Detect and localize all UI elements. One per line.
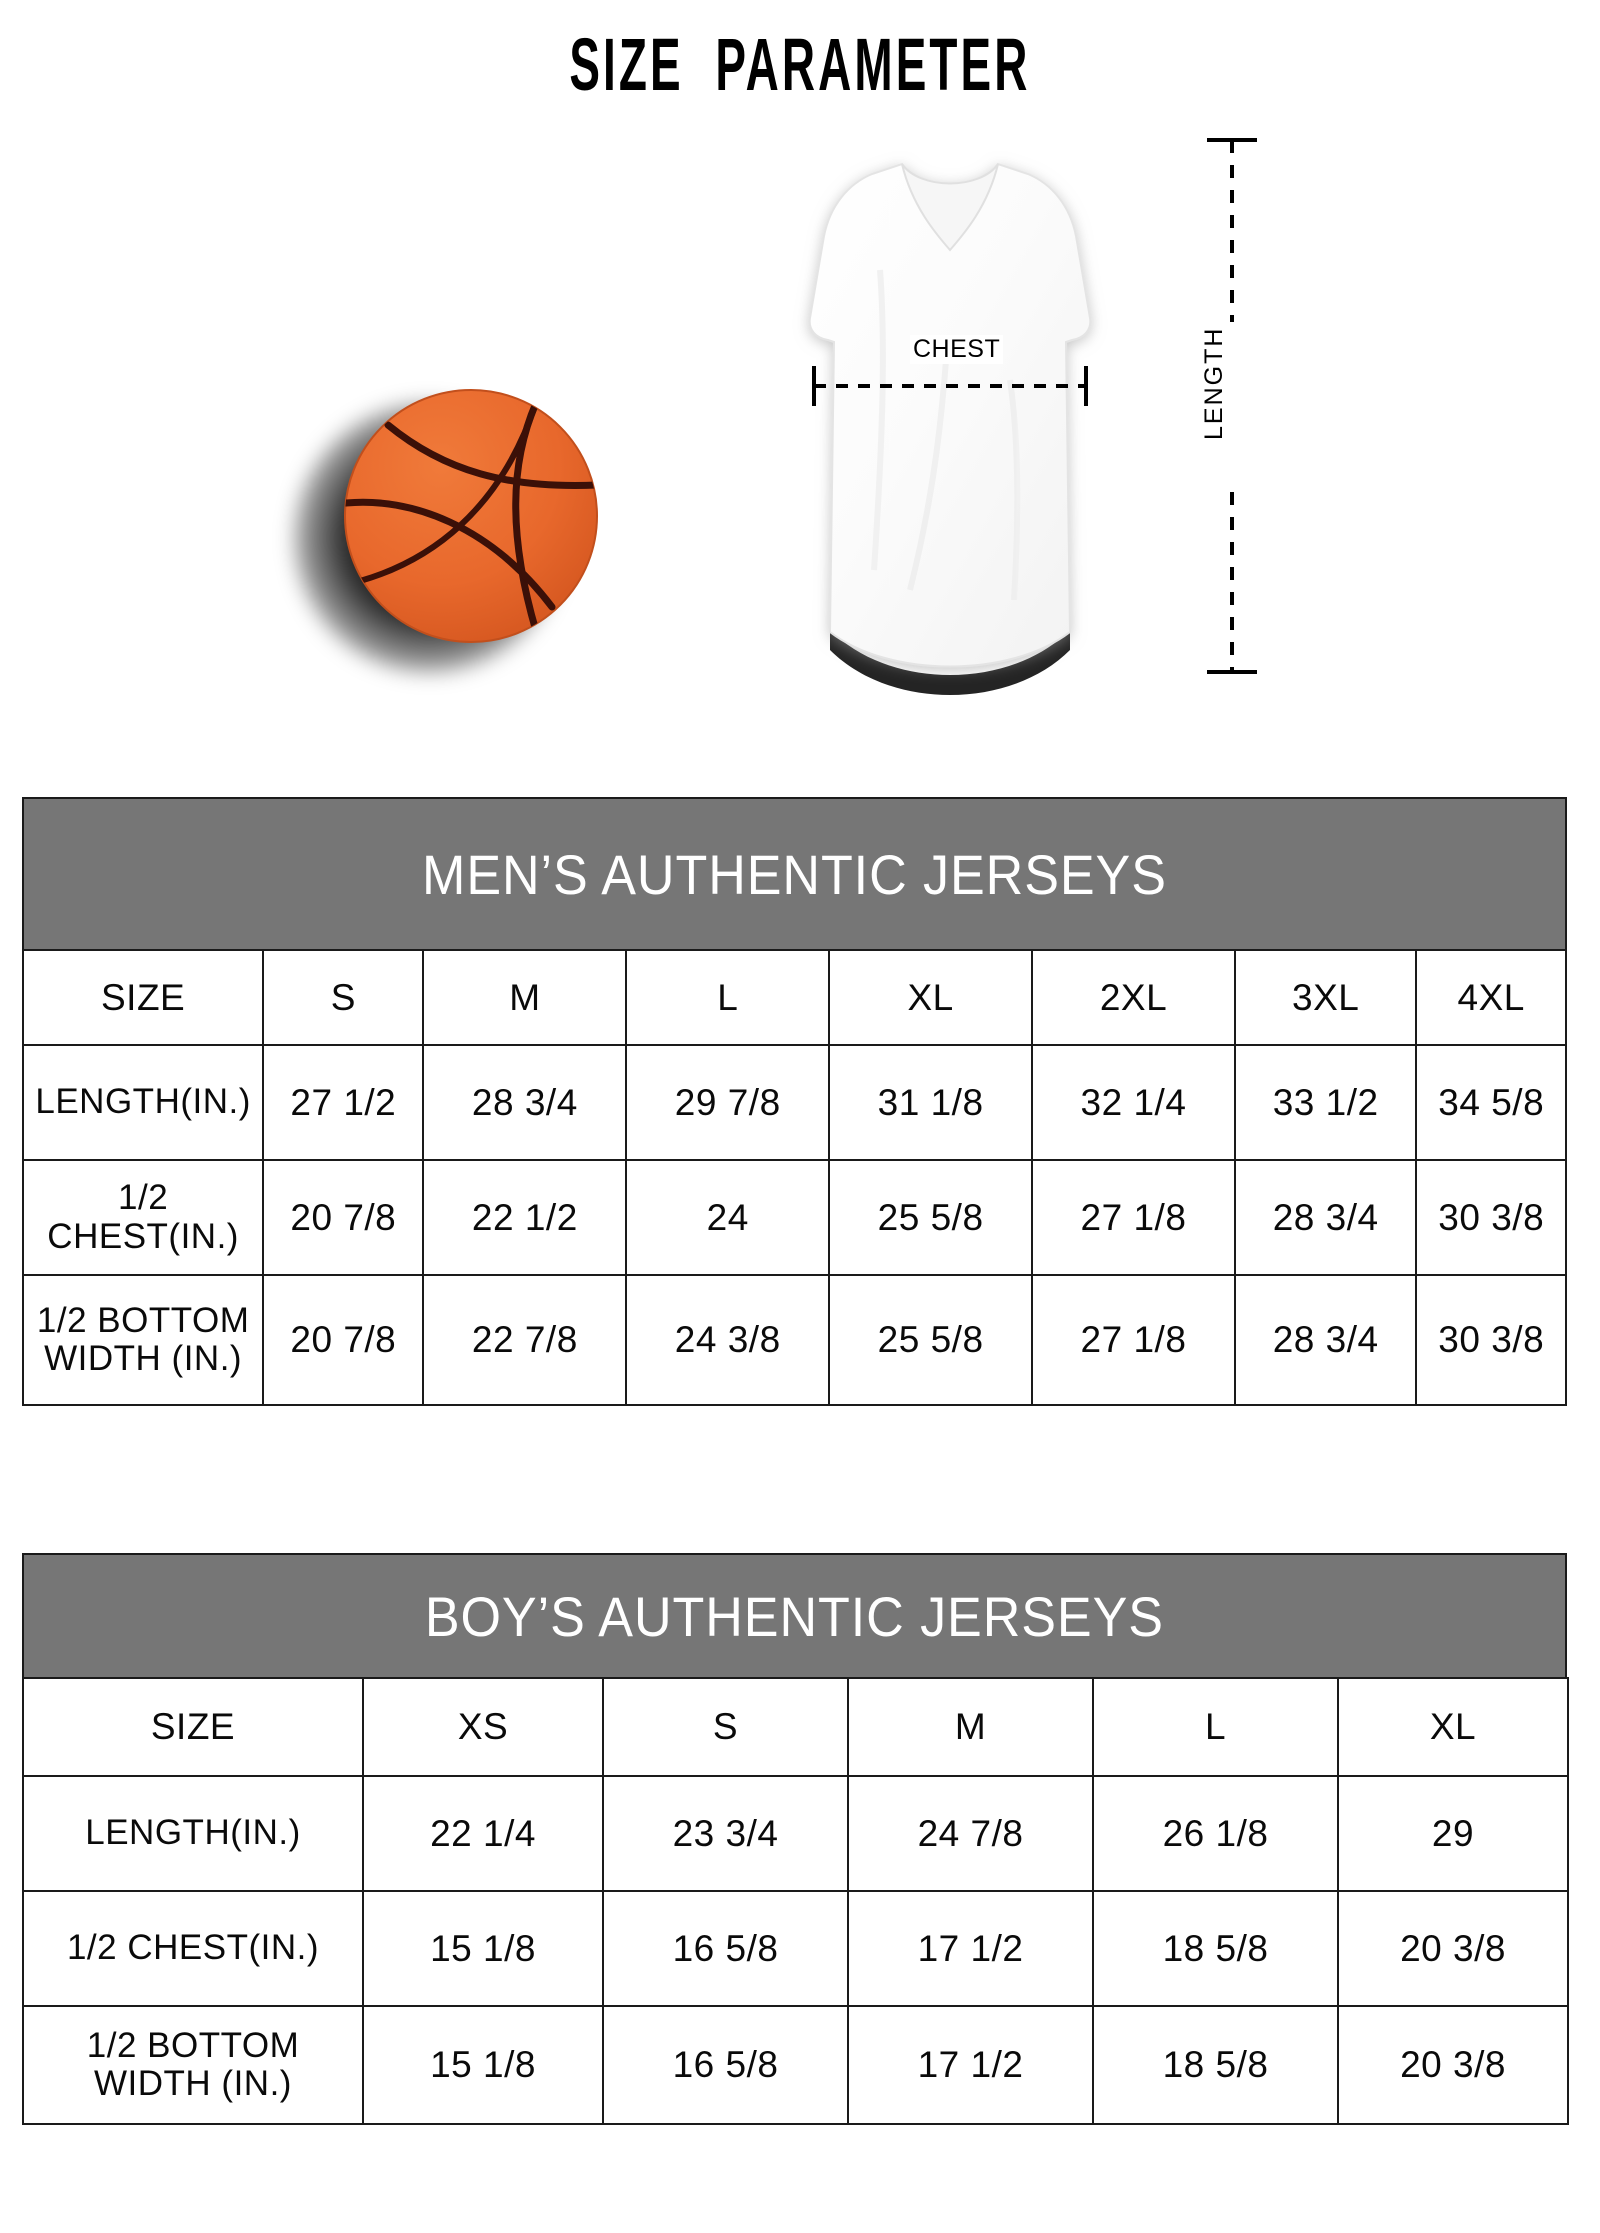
mens-cell: 29 7/8 <box>625 1044 831 1161</box>
illustration-area: CHEST LENGTH <box>0 138 1600 770</box>
mens-cell: 25 5/8 <box>828 1274 1034 1406</box>
mens-column-header-m: M <box>422 949 628 1046</box>
boys-cell: 20 3/8 <box>1337 2005 1569 2125</box>
boys-header-row: SIZE XS S M L XL <box>22 1677 1569 1777</box>
mens-cell: 27 1/8 <box>1031 1274 1236 1406</box>
boys-cell: 18 5/8 <box>1092 2005 1339 2125</box>
boys-row-label: LENGTH(IN.) <box>22 1775 364 1892</box>
page-title: SIZE PARAMETER <box>0 28 1600 102</box>
boys-column-header-xs: XS <box>362 1677 604 1777</box>
mens-column-header-size: SIZE <box>21 949 265 1046</box>
jersey-illustration: CHEST <box>770 150 1130 710</box>
mens-column-header-xl: XL <box>828 949 1034 1046</box>
boys-cell: 15 1/8 <box>362 1890 604 2007</box>
mens-cell: 20 7/8 <box>262 1159 425 1276</box>
page-title-text: SIZE PARAMETER <box>569 23 1031 106</box>
mens-cell: 33 1/2 <box>1233 1044 1418 1161</box>
jersey-icon <box>808 162 1092 695</box>
mens-column-header-s: S <box>262 949 425 1046</box>
mens-cell: 31 1/8 <box>828 1044 1034 1161</box>
mens-cell: 32 1/4 <box>1031 1044 1236 1161</box>
chest-measure-line <box>812 366 1088 406</box>
mens-column-header-3xl: 3XL <box>1233 949 1418 1046</box>
mens-cell: 24 3/8 <box>625 1274 831 1406</box>
boys-cell: 17 1/2 <box>847 1890 1094 2007</box>
boys-cell: 22 1/4 <box>362 1775 604 1892</box>
boys-row-label: 1/2 BOTTOM WIDTH (IN.) <box>22 2005 364 2125</box>
mens-table-row: 1/2 CHEST(IN.) 20 7/8 22 1/2 24 25 5/8 27 1/8… <box>21 1159 1567 1276</box>
basketball-icon <box>344 389 598 643</box>
mens-cell: 27 1/2 <box>262 1044 425 1161</box>
mens-header-row: SIZE S M L XL 2XL 3XL 4XL <box>21 949 1567 1046</box>
boys-cell: 23 3/4 <box>602 1775 849 1892</box>
mens-cell: 30 3/8 <box>1415 1159 1567 1276</box>
mens-cell: 20 7/8 <box>262 1274 425 1406</box>
boys-cell: 16 5/8 <box>602 2005 849 2125</box>
mens-cell: 34 5/8 <box>1415 1044 1567 1161</box>
mens-column-header-4xl: 4XL <box>1415 949 1567 1046</box>
boys-cell: 24 7/8 <box>847 1775 1094 1892</box>
length-label: LENGTH <box>1200 326 1228 440</box>
boys-cell: 15 1/8 <box>362 2005 604 2125</box>
mens-table-row: 1/2 BOTTOM WIDTH (IN.) 20 7/8 22 7/8 24 3/8 2… <box>21 1274 1567 1406</box>
mens-row-label: 1/2 CHEST(IN.) <box>21 1159 265 1276</box>
boys-table-row: LENGTH(IN.) 22 1/4 23 3/4 24 7/8 26 1/8 29 <box>22 1775 1569 1892</box>
boys-cell: 16 5/8 <box>602 1890 849 2007</box>
boys-size-table: SIZE XS S M L XL LENGTH(IN.) 22 1/4 23 3/4 24 7/8… <box>22 1677 1569 2125</box>
boys-table-banner: BOY’S AUTHENTIC JERSEYS <box>22 1553 1567 1677</box>
boys-column-header-xl: XL <box>1337 1677 1569 1777</box>
mens-row-label: LENGTH(IN.) <box>21 1044 265 1161</box>
mens-size-table: SIZE S M L XL 2XL 3XL 4XL LENGTH(IN.) 27 1/2 28 3/… <box>21 949 1567 1406</box>
mens-row-label: 1/2 BOTTOM WIDTH (IN.) <box>21 1274 265 1406</box>
boys-column-header-s: S <box>602 1677 849 1777</box>
mens-column-header-l: L <box>625 949 831 1046</box>
boys-row-label: 1/2 CHEST(IN.) <box>22 1890 364 2007</box>
mens-cell: 28 3/4 <box>1233 1159 1418 1276</box>
mens-column-header-2xl: 2XL <box>1031 949 1236 1046</box>
length-measure-line <box>1207 138 1257 674</box>
boys-cell: 29 <box>1337 1775 1569 1892</box>
boys-banner-text: BOY’S AUTHENTIC JERSEYS <box>424 1585 1165 1648</box>
mens-table-banner: MEN’S AUTHENTIC JERSEYS <box>22 797 1567 949</box>
boys-cell: 18 5/8 <box>1092 1890 1339 2007</box>
boys-cell: 26 1/8 <box>1092 1775 1339 1892</box>
boys-column-header-size: SIZE <box>22 1677 364 1777</box>
boys-cell: 20 3/8 <box>1337 1890 1569 2007</box>
boys-size-table-block: BOY’S AUTHENTIC JERSEYS SIZE XS S M L XL LENGT… <box>22 1553 1569 2125</box>
mens-size-table-block: MEN’S AUTHENTIC JERSEYS SIZE S M L XL 2XL 3XL 4… <box>21 797 1567 1406</box>
boys-table-row: 1/2 BOTTOM WIDTH (IN.) 15 1/8 16 5/8 17 1/2 1… <box>22 2005 1569 2125</box>
boys-column-header-l: L <box>1092 1677 1339 1777</box>
mens-cell: 24 <box>625 1159 831 1276</box>
mens-cell: 28 3/4 <box>1233 1274 1418 1406</box>
mens-cell: 30 3/8 <box>1415 1274 1567 1406</box>
mens-cell: 28 3/4 <box>422 1044 628 1161</box>
mens-cell: 27 1/8 <box>1031 1159 1236 1276</box>
chest-label: CHEST <box>910 335 1004 364</box>
boys-column-header-m: M <box>847 1677 1094 1777</box>
boys-table-row: 1/2 CHEST(IN.) 15 1/8 16 5/8 17 1/2 18 5/8 20… <box>22 1890 1569 2007</box>
mens-banner-text: MEN’S AUTHENTIC JERSEYS <box>422 843 1167 906</box>
boys-cell: 17 1/2 <box>847 2005 1094 2125</box>
mens-cell: 22 1/2 <box>422 1159 628 1276</box>
mens-cell: 25 5/8 <box>828 1159 1034 1276</box>
mens-cell: 22 7/8 <box>422 1274 628 1406</box>
mens-table-row: LENGTH(IN.) 27 1/2 28 3/4 29 7/8 31 1/8 32 1/… <box>21 1044 1567 1161</box>
basketball-illustration <box>294 385 620 685</box>
